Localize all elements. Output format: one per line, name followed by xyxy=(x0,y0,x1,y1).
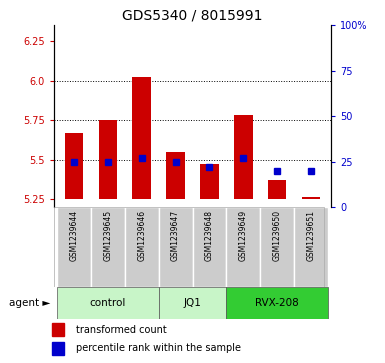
Text: agent ►: agent ► xyxy=(9,298,50,308)
Bar xyxy=(125,207,159,287)
Bar xyxy=(260,207,294,287)
Bar xyxy=(99,120,117,199)
Text: GSM1239650: GSM1239650 xyxy=(273,210,281,261)
Bar xyxy=(200,164,219,199)
Bar xyxy=(226,287,328,319)
Bar xyxy=(57,287,159,319)
Text: GSM1239646: GSM1239646 xyxy=(137,210,146,261)
Bar xyxy=(268,180,286,199)
Bar xyxy=(52,323,64,336)
Bar xyxy=(226,207,260,287)
Text: percentile rank within the sample: percentile rank within the sample xyxy=(76,343,241,353)
Text: GSM1239645: GSM1239645 xyxy=(104,210,112,261)
Text: GSM1239647: GSM1239647 xyxy=(171,210,180,261)
Bar xyxy=(294,207,328,287)
Bar xyxy=(52,342,64,355)
Text: GSM1239649: GSM1239649 xyxy=(239,210,248,261)
Bar xyxy=(132,77,151,199)
Bar xyxy=(159,287,226,319)
Text: JQ1: JQ1 xyxy=(184,298,201,308)
Bar xyxy=(159,207,192,287)
Text: GSM1239644: GSM1239644 xyxy=(70,210,79,261)
Text: RVX-208: RVX-208 xyxy=(255,298,299,308)
Bar xyxy=(57,207,91,287)
Bar xyxy=(234,115,253,199)
Text: GSM1239648: GSM1239648 xyxy=(205,210,214,261)
Bar xyxy=(192,207,226,287)
Text: control: control xyxy=(90,298,126,308)
Bar xyxy=(91,207,125,287)
Bar xyxy=(301,197,320,199)
Text: transformed count: transformed count xyxy=(76,325,167,335)
Bar xyxy=(65,133,84,199)
Bar xyxy=(166,152,185,199)
Title: GDS5340 / 8015991: GDS5340 / 8015991 xyxy=(122,9,263,23)
Text: GSM1239651: GSM1239651 xyxy=(306,210,315,261)
